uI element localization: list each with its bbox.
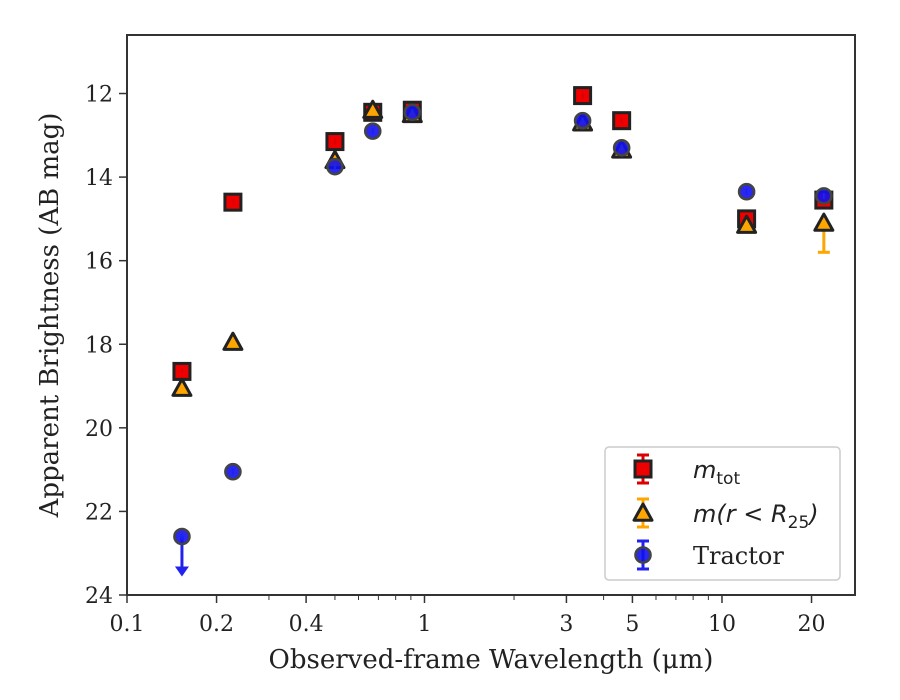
axes: 0.1 0.2 0.4 1 3 5 10 20 12 14 16 18 20 22 24 — [85, 83, 826, 637]
legend-label: Tractor — [693, 542, 784, 570]
x-tick-label: 3 — [559, 612, 573, 637]
x-tick-label: 0.1 — [110, 612, 145, 637]
x-tick-label: 20 — [798, 612, 826, 637]
y-tick-label: 24 — [85, 584, 113, 609]
y-tick-label: 14 — [85, 166, 113, 191]
x-tick-label: 5 — [625, 612, 639, 637]
legend-label: m(r < R25) — [693, 500, 819, 533]
legend: mtot m(r < R25) Tractor — [604, 446, 841, 581]
x-tick-label: 0.2 — [199, 612, 234, 637]
y-tick-label: 18 — [85, 333, 113, 358]
series-1 — [171, 99, 835, 397]
legend-box — [604, 446, 841, 581]
x-axis-label: Observed-frame Wavelength (μm) — [269, 645, 714, 675]
y-axis-label: Apparent Brightness (AB mag) — [35, 113, 65, 519]
plot-frame — [126, 34, 856, 596]
x-tick-label: 0.4 — [289, 612, 324, 637]
y-tick-label: 16 — [85, 250, 113, 275]
legend-triangle-marker — [632, 502, 654, 522]
legend-entry-1: m(r < R25) — [632, 497, 819, 533]
series-0 — [172, 86, 834, 381]
data-layer — [171, 86, 835, 577]
y-tick-label: 12 — [85, 83, 113, 108]
plot-area — [126, 34, 856, 596]
x-tick-label: 10 — [708, 612, 736, 637]
legend-square-marker — [633, 459, 653, 479]
upper-limit-arrowhead — [174, 566, 189, 577]
series-2 — [173, 103, 833, 577]
x-tick-label: 1 — [417, 612, 431, 637]
y-tick-label: 22 — [85, 500, 113, 525]
legend-entry-0: mtot — [633, 453, 740, 489]
legend-circle-marker — [634, 546, 652, 564]
y-tick-label: 20 — [85, 417, 113, 442]
legend-entry-2: Tractor — [634, 539, 784, 571]
